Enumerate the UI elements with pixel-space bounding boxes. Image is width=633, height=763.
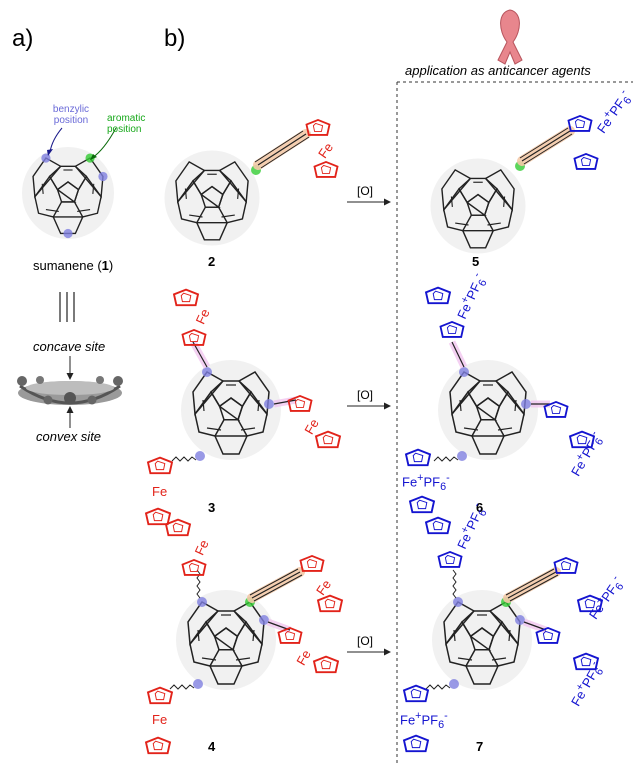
oxidation-label-3: [O] <box>357 634 374 648</box>
sumanene-structure <box>21 146 115 240</box>
convex-site-label: convex site <box>36 429 102 444</box>
reaction-arrow-1 <box>347 198 391 206</box>
sumanene-number: 1 <box>101 258 109 273</box>
compound-6-number: 6 <box>476 500 484 515</box>
equivalence-bars <box>59 292 75 322</box>
fe-label-3c: Fe <box>152 484 168 499</box>
sumanene-close: ) <box>108 258 114 273</box>
compound-5-structure <box>429 115 599 255</box>
compound-2-structure <box>163 119 339 247</box>
compound-6-structure <box>405 286 595 514</box>
compound-4-number: 4 <box>208 739 216 754</box>
panel-b-label: b) <box>164 25 186 52</box>
compound-7-number: 7 <box>476 739 484 754</box>
fe-label-4d: Fe <box>152 712 168 727</box>
compound-4-structure <box>145 518 343 755</box>
oxidation-label-2: [O] <box>357 388 374 402</box>
oxidation-label-1: [O] <box>357 184 374 198</box>
sumanene-caption: sumanene (1) <box>33 258 113 273</box>
reaction-arrow-3 <box>347 648 391 656</box>
compound-3-number: 3 <box>208 500 216 515</box>
ferrocenium-label-7d: Fe+PF6- <box>400 710 448 731</box>
sumanene-3d-model <box>17 376 123 405</box>
concave-site-label: concave site <box>33 339 106 354</box>
compound-7-structure <box>403 516 603 753</box>
benzylic-position-label: benzylic position <box>52 104 90 126</box>
compound-2-number: 2 <box>208 254 216 269</box>
sumanene-name: sumanene ( <box>33 258 102 273</box>
awareness-ribbon-icon <box>497 9 523 65</box>
panel-a-label: a) <box>12 25 34 52</box>
ferrocenium-label-6c: Fe+PF6- <box>402 472 450 493</box>
aromatic-position-label: aromatic position <box>107 113 146 135</box>
application-title: application as anticancer agents <box>405 63 591 78</box>
compound-3-structure <box>145 288 341 526</box>
reaction-arrow-2 <box>347 402 391 410</box>
compound-5-number: 5 <box>472 254 480 269</box>
